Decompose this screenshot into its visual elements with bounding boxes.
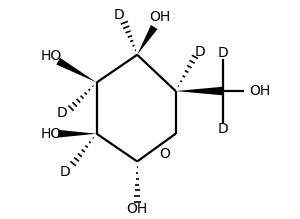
Text: HO: HO bbox=[40, 49, 62, 63]
Text: D: D bbox=[57, 106, 68, 120]
Text: HO: HO bbox=[40, 127, 62, 141]
Text: D: D bbox=[217, 46, 228, 60]
Text: D: D bbox=[217, 122, 228, 136]
Polygon shape bbox=[56, 58, 97, 83]
Text: OH: OH bbox=[249, 84, 271, 98]
Text: O: O bbox=[160, 147, 170, 161]
Text: OH: OH bbox=[149, 10, 170, 24]
Text: D: D bbox=[59, 165, 70, 179]
Polygon shape bbox=[58, 130, 97, 138]
Polygon shape bbox=[137, 25, 158, 55]
Text: OH: OH bbox=[127, 203, 148, 217]
Polygon shape bbox=[176, 87, 223, 95]
Text: D: D bbox=[195, 44, 206, 58]
Text: D: D bbox=[114, 8, 124, 22]
